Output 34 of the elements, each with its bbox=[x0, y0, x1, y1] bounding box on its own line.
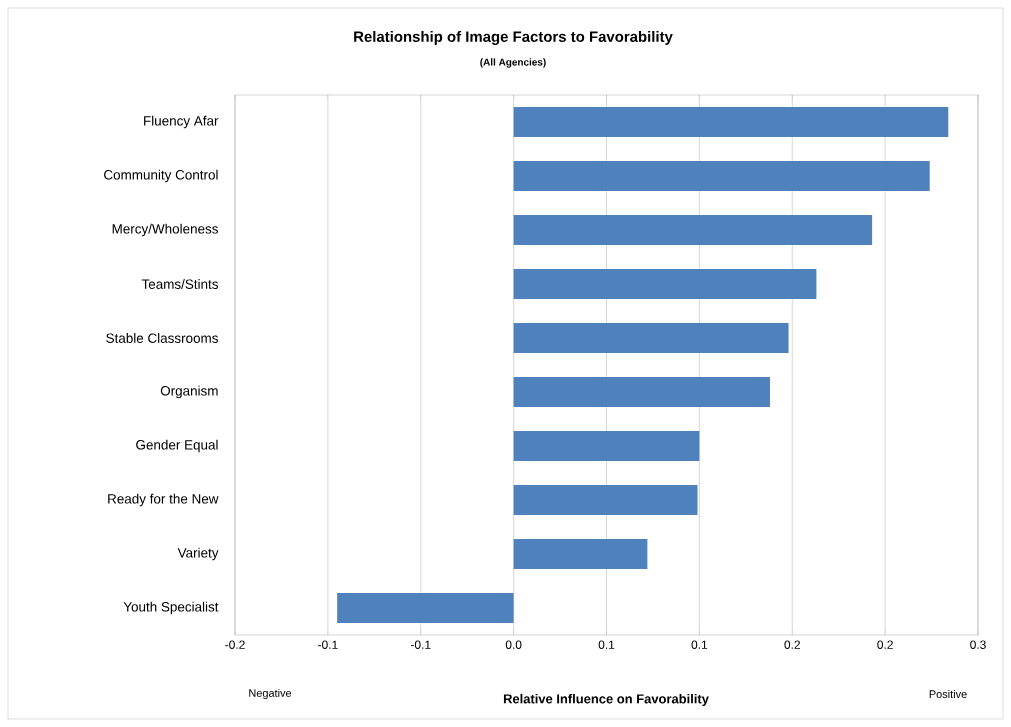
bar bbox=[513, 538, 648, 569]
y-tick-label: Variety bbox=[177, 547, 219, 561]
y-tick-label: Stable Classrooms bbox=[106, 333, 218, 343]
bar bbox=[513, 376, 770, 407]
x-tick-label: -0.1 bbox=[410, 640, 431, 649]
bar bbox=[513, 430, 700, 461]
y-tick-label: Mercy/Wholeness bbox=[112, 223, 218, 237]
y-tick-label: Fluency Afar bbox=[144, 115, 219, 129]
x-tick-label: 0.2 bbox=[784, 640, 800, 649]
bar bbox=[513, 268, 817, 299]
x-tick-label: 0.1 bbox=[598, 640, 615, 649]
text: Positive bbox=[929, 689, 967, 699]
y-tick-label: Teams/Stints bbox=[141, 279, 219, 289]
chart-subtitle: (All Agencies) bbox=[480, 58, 546, 68]
bar bbox=[513, 214, 873, 245]
bar bbox=[513, 322, 789, 353]
chart-title: Relationship of Image Factors to Favorability bbox=[354, 30, 673, 45]
x-tick-label: 0.1 bbox=[691, 640, 708, 649]
y-tick-label: Organism bbox=[160, 385, 218, 399]
bar bbox=[337, 592, 514, 623]
bar bbox=[513, 106, 949, 137]
x-tick-label: 0.2 bbox=[877, 640, 893, 649]
bar bbox=[513, 484, 698, 515]
x-tick-label: -0.1 bbox=[318, 640, 338, 649]
y-tick-label: Gender Equal bbox=[136, 439, 218, 453]
y-tick-label: Youth Specialist bbox=[123, 601, 219, 615]
bar bbox=[513, 160, 930, 191]
x-tick-label: 0.3 bbox=[970, 640, 986, 649]
y-tick-label: Ready for the New bbox=[108, 493, 219, 507]
text: Negative bbox=[249, 688, 292, 700]
x-tick-label: -0.2 bbox=[225, 640, 245, 649]
x-axis-title: Relative Influence on Favorability bbox=[503, 693, 709, 707]
y-tick-label: Community Control bbox=[104, 169, 218, 183]
x-tick-label: 0.0 bbox=[505, 640, 522, 649]
